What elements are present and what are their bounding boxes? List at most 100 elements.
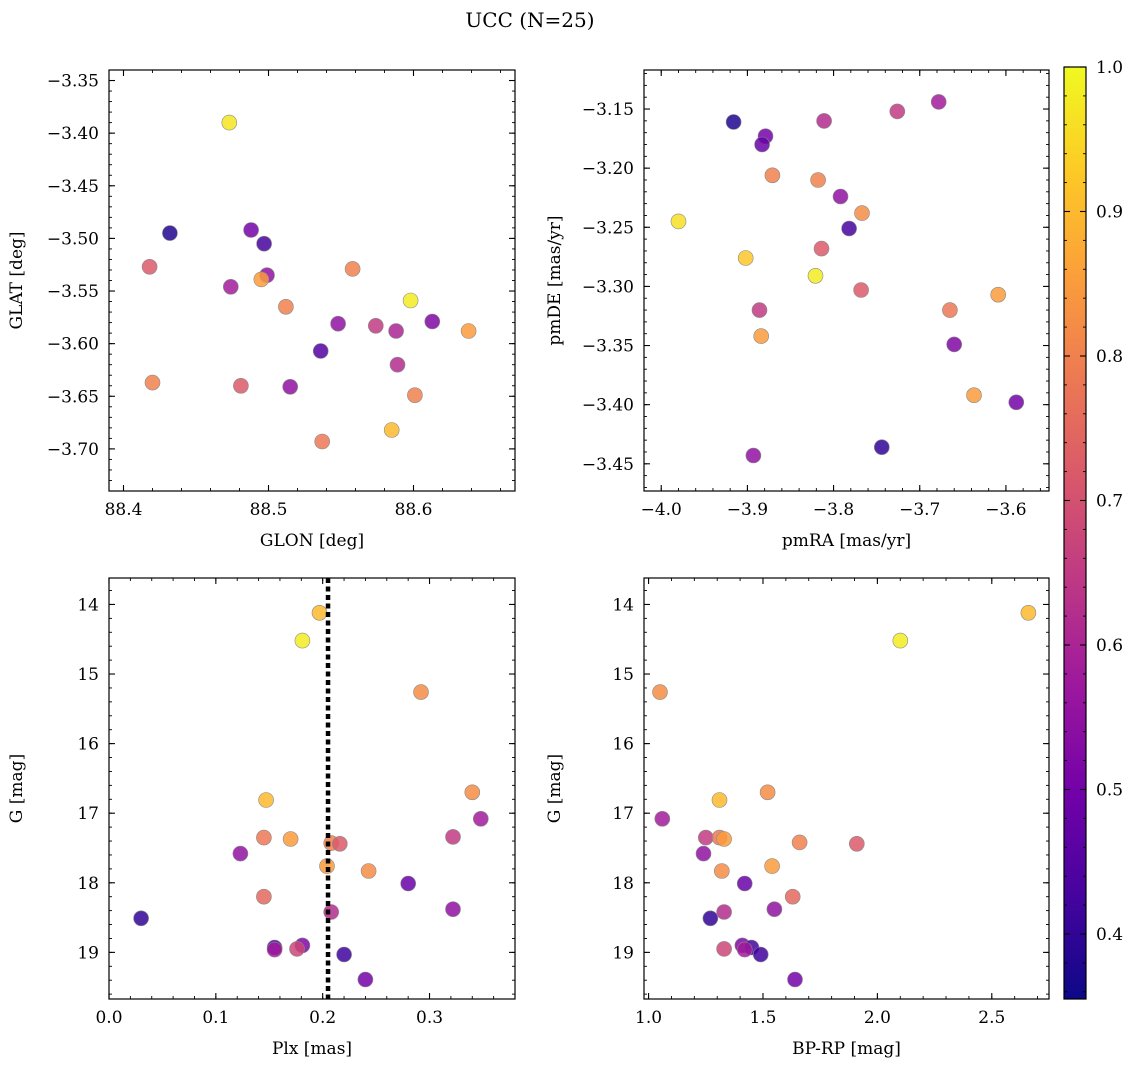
scatter-point — [716, 941, 732, 957]
scatter-point — [402, 292, 419, 309]
axes-frame — [643, 69, 1050, 492]
scatter-point — [725, 114, 742, 130]
scatter-point — [331, 835, 348, 852]
scatter-point — [407, 387, 423, 404]
colorbar-tick-label: 1.0 — [1096, 58, 1123, 78]
scatter-point — [816, 113, 832, 129]
scatter-point — [232, 845, 249, 862]
scatter-point — [841, 220, 857, 237]
y-tick-label: −3.70 — [47, 440, 99, 460]
scatter-point — [892, 632, 909, 649]
x-tick-label: 2.5 — [978, 1008, 1005, 1028]
scatter-point — [670, 213, 687, 230]
x-tick-label: −3.7 — [899, 500, 940, 520]
y-axis-label: pmDE [mas/yr] — [545, 215, 565, 345]
x-axis-label: GLON [deg] — [260, 531, 364, 551]
y-tick-label: 17 — [77, 804, 99, 824]
colorbar-tick-label: 0.9 — [1096, 202, 1123, 222]
scatter-point — [854, 205, 870, 221]
scatter-point — [133, 910, 149, 927]
scatter-point — [807, 267, 824, 284]
y-tick-label: 16 — [77, 735, 99, 755]
scatter-point — [323, 904, 340, 920]
scatter-point — [312, 343, 329, 359]
y-tick-label: 19 — [77, 943, 99, 963]
scatter-point — [695, 845, 712, 862]
scatter-point — [314, 433, 331, 450]
panel-3: 0.0 0.1 0.2 0.3 14 15 16 17 18 19 Plx [mas] G [mag] — [7, 577, 516, 1059]
scatter-point — [791, 834, 808, 851]
scatter-point — [253, 271, 270, 288]
x-tick-label: 88.5 — [250, 500, 288, 520]
panels: 88.4 88.5 88.6 −3.35 −3.40 −3.45 −3.50 −3.55 −3.… — [7, 69, 1050, 1059]
scatter-point — [294, 632, 311, 649]
scatter-point — [278, 298, 294, 315]
scatter-point — [330, 315, 346, 332]
scatter-points — [141, 114, 477, 450]
x-tick-label: −4.0 — [641, 500, 682, 520]
scatter-point — [311, 604, 328, 621]
scatter-point — [258, 792, 274, 808]
scatter-point — [445, 901, 461, 918]
y-tick-label: 19 — [612, 943, 634, 963]
y-tick-label: 17 — [612, 804, 634, 824]
scatter-point — [736, 941, 753, 958]
scatter-point — [472, 810, 489, 827]
y-tick-label: −3.20 — [582, 159, 634, 179]
scatter-point — [289, 941, 305, 957]
x-tick-label: 0.3 — [416, 1008, 443, 1028]
scatter-point — [711, 792, 728, 808]
scatter-point — [751, 302, 768, 318]
y-tick-label: 14 — [612, 595, 634, 615]
x-tick-label: 1.0 — [635, 1008, 662, 1028]
scatter-point — [753, 328, 770, 344]
scatter-point — [1008, 394, 1025, 411]
scatter-point — [282, 378, 299, 395]
axis-ticks — [108, 578, 516, 999]
scatter-point — [736, 875, 753, 892]
scatter-point — [764, 858, 780, 874]
colorbar-tick-label: 0.5 — [1096, 780, 1123, 800]
colorbar-tick-label: 0.8 — [1096, 347, 1123, 367]
axes-frame — [643, 577, 1050, 1000]
y-tick-label: 18 — [77, 874, 99, 894]
y-tick-label: 18 — [612, 874, 634, 894]
colorbar-gradient — [1064, 67, 1086, 999]
scatter-point — [787, 971, 803, 988]
x-tick-label: −3.9 — [727, 500, 768, 520]
x-tick-label: 88.4 — [105, 500, 143, 520]
scatter-point — [853, 282, 869, 298]
colorbar-tick-label: 0.4 — [1096, 925, 1123, 945]
scatter-point — [697, 829, 714, 846]
scatter-points — [652, 604, 1037, 988]
scatter-points — [670, 94, 1025, 464]
scatter-point — [745, 447, 762, 464]
x-tick-label: 0.2 — [309, 1008, 336, 1028]
scatter-point — [832, 188, 849, 205]
x-axis-label: BP-RP [mag] — [792, 1039, 901, 1059]
scatter-point — [400, 875, 417, 892]
scatter-point — [144, 374, 161, 391]
y-tick-label: 15 — [612, 665, 634, 685]
y-tick-label: −3.35 — [47, 72, 99, 92]
scatter-point — [445, 829, 461, 845]
x-tick-label: 0.0 — [95, 1008, 122, 1028]
y-axis-label: GLAT [deg] — [7, 231, 27, 329]
scatter-point — [784, 888, 801, 905]
scatter-point — [162, 225, 178, 241]
x-axis-label: Plx [mas] — [272, 1039, 352, 1059]
y-tick-label: −3.45 — [582, 455, 634, 475]
colorbar-tick-label: 0.6 — [1096, 636, 1123, 656]
scatter-point — [813, 240, 830, 257]
x-tick-label: 88.6 — [395, 500, 433, 520]
x-tick-label: −3.8 — [813, 500, 854, 520]
y-tick-label: −3.35 — [582, 337, 634, 357]
y-tick-label: −3.50 — [47, 229, 99, 249]
x-tick-label: −3.6 — [985, 500, 1026, 520]
scatter-point — [654, 810, 671, 827]
scatter-point — [966, 387, 982, 404]
y-tick-label: −3.30 — [582, 277, 634, 297]
scatter-point — [141, 258, 158, 275]
colorbar-frame — [1063, 66, 1087, 1000]
